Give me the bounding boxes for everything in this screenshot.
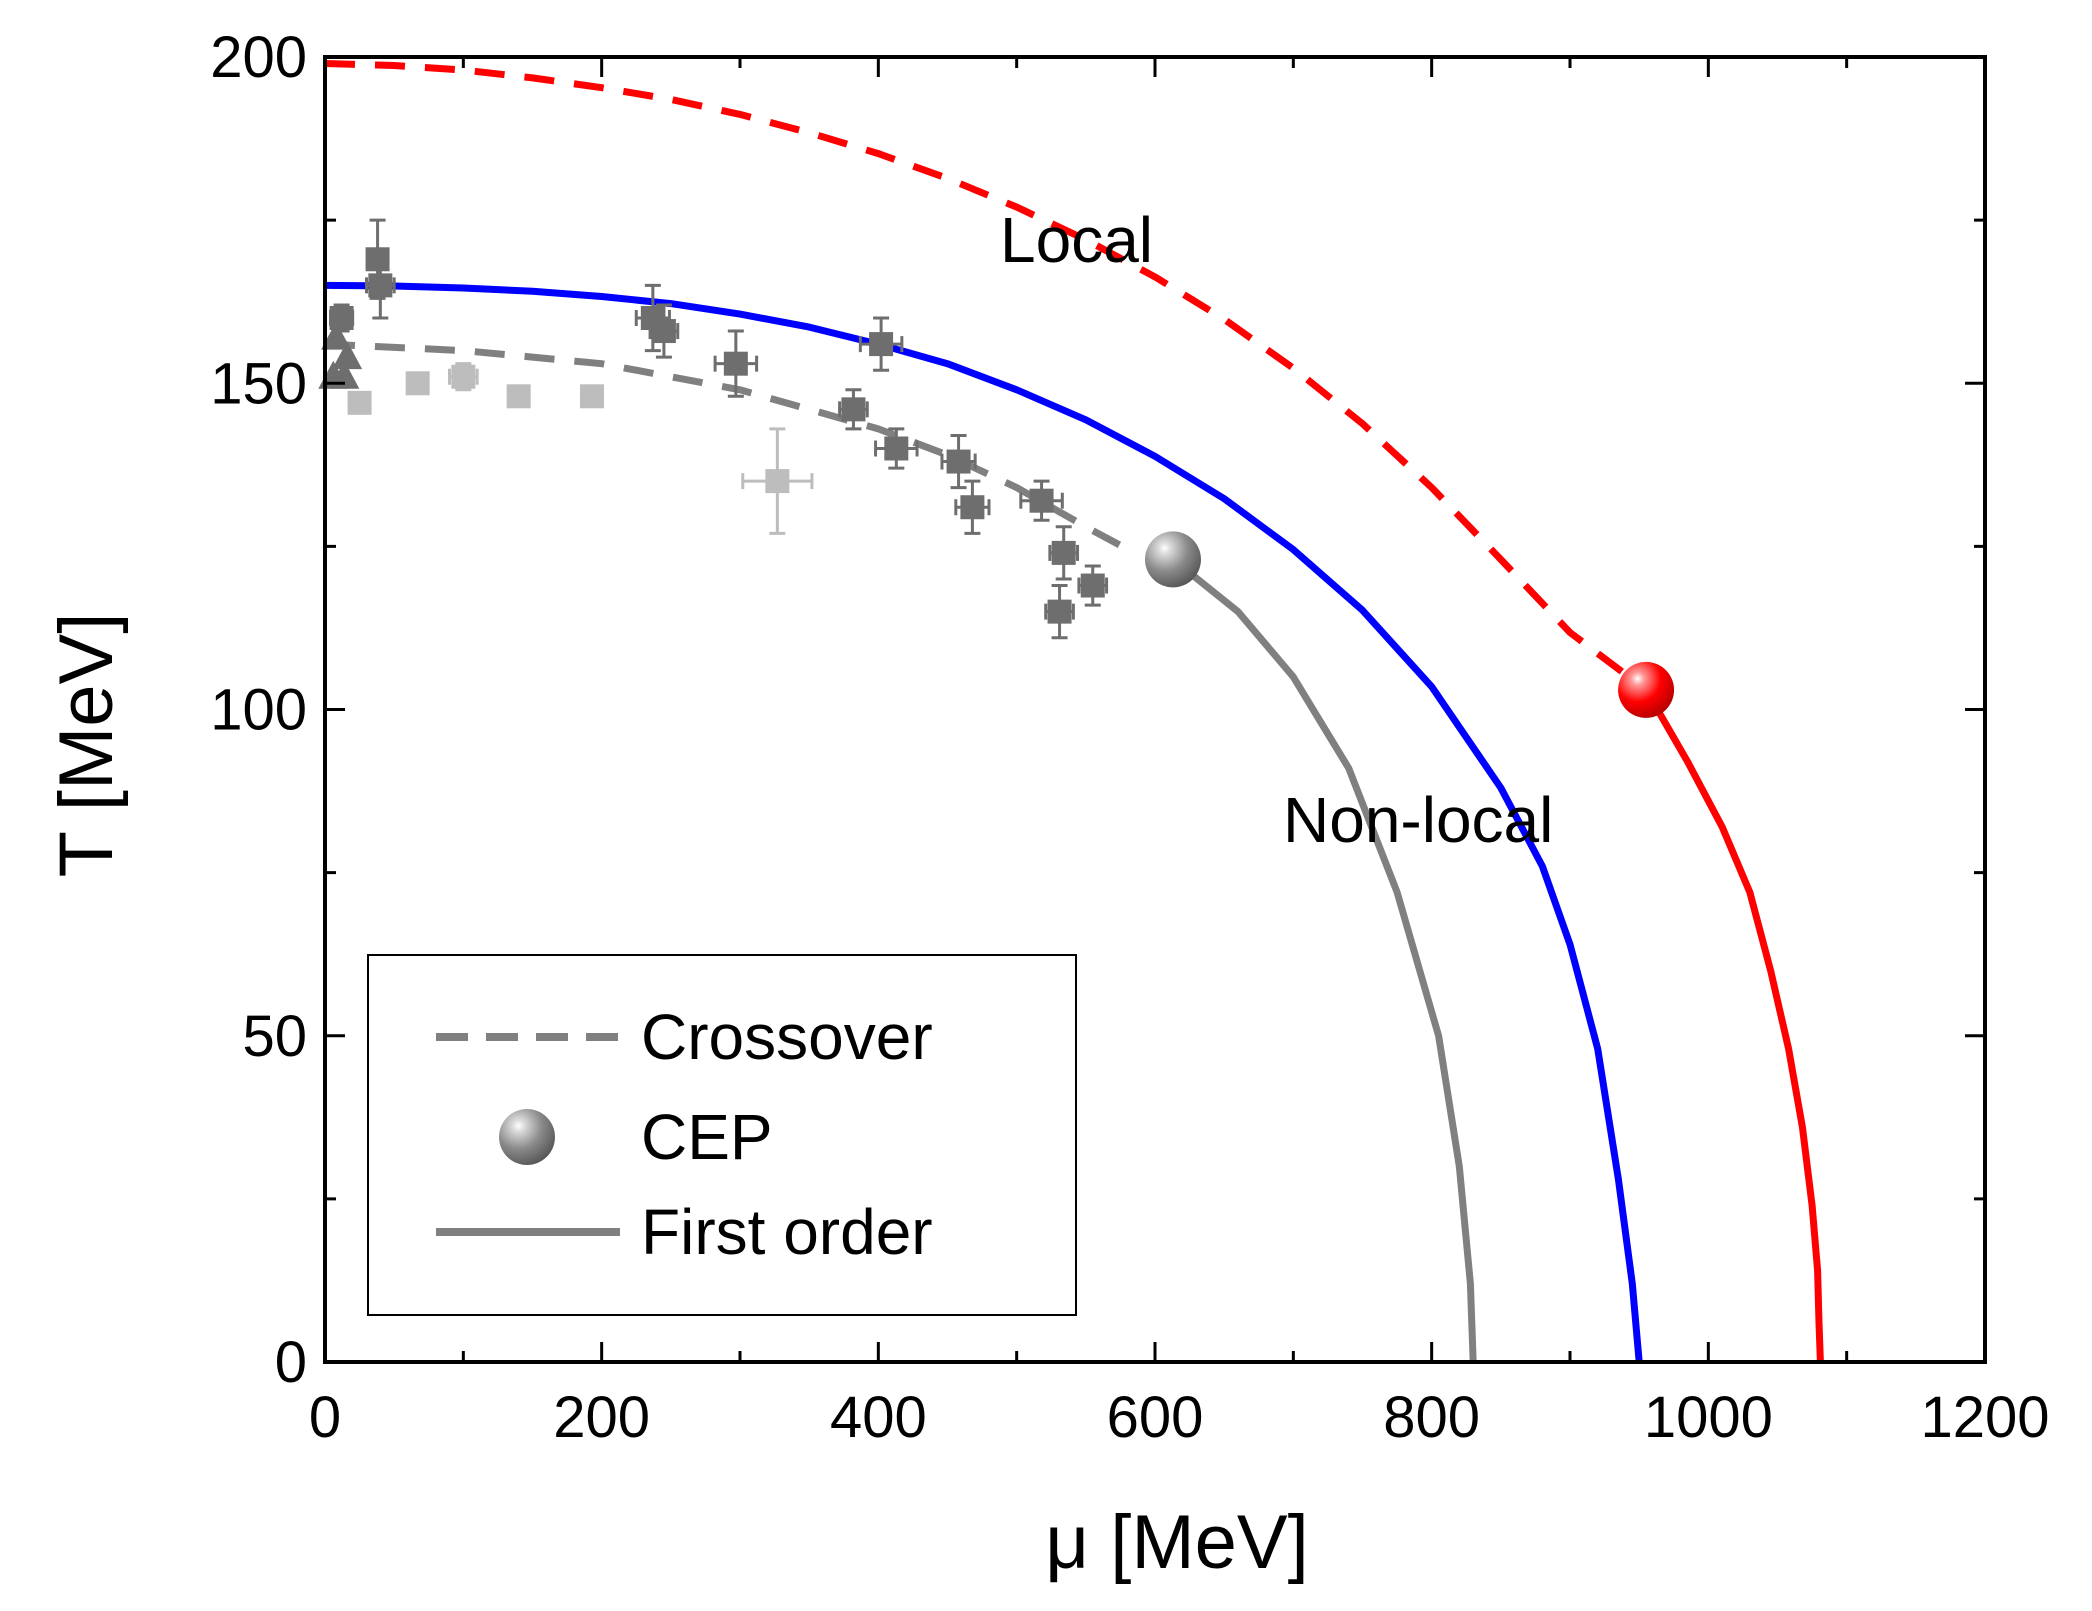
- lattice-point-triangle: [329, 360, 360, 389]
- y-tick-label: 100: [210, 678, 307, 743]
- cep-layer: [1144, 531, 1675, 718]
- data-marker: [1029, 488, 1054, 513]
- legend-sphere-icon: [499, 1109, 555, 1165]
- legend-label-crossover: Crossover: [641, 1001, 933, 1073]
- data-marker: [765, 469, 790, 494]
- series-layer: [324, 60, 1824, 1363]
- data-marker: [451, 364, 476, 389]
- legend-label-first-order: First order: [641, 1196, 933, 1268]
- x-tick-label: 200: [553, 1385, 650, 1450]
- lattice-point-dark: [1077, 564, 1109, 607]
- y-tick-label: 50: [242, 1004, 307, 1069]
- data-marker: [723, 351, 748, 376]
- legend-box: [367, 954, 1077, 1316]
- x-tick-label: 600: [1107, 1385, 1204, 1450]
- series-line-non-local-crossover: [324, 281, 1643, 1363]
- cep-marker-local: [1618, 661, 1675, 718]
- data-marker: [1080, 573, 1105, 598]
- data-marker: [365, 247, 390, 272]
- annotation-local: Local: [1000, 204, 1153, 276]
- x-tick-label: 400: [830, 1385, 927, 1450]
- data-marker: [1051, 540, 1076, 565]
- series-line-reference-first-order: [1170, 556, 1477, 1363]
- lattice-point-light: [405, 371, 430, 396]
- x-tick-label: 1200: [1920, 1385, 2049, 1450]
- x-tick-label: 800: [1383, 1385, 1480, 1450]
- series-line-local-crossover: [324, 60, 1649, 693]
- lattice-point-dark: [1048, 525, 1080, 581]
- legend-label-cep: CEP: [641, 1101, 773, 1173]
- lattice-point-light: [579, 384, 604, 409]
- series-line-local-first-order: [1643, 688, 1824, 1363]
- y-tick-label: 200: [210, 25, 307, 90]
- series-line-reference-crossover: [324, 340, 1136, 556]
- data-marker: [347, 390, 372, 415]
- lattice-point-dark: [858, 316, 904, 372]
- legend-item-first-order: First order: [436, 1196, 933, 1268]
- data-marker: [368, 273, 393, 298]
- data-marker: [329, 306, 354, 330]
- lattice-point-light: [347, 390, 372, 415]
- lattice-point-dark: [954, 479, 991, 535]
- lattice-point-triangle: [332, 341, 363, 370]
- lattice-point-dark: [874, 427, 919, 470]
- lattice-point-dark: [329, 303, 355, 333]
- legend-item-crossover: Crossover: [436, 1001, 933, 1073]
- data-marker: [405, 371, 430, 396]
- lattice-point-dark: [365, 251, 396, 320]
- y-tick-label: 150: [210, 351, 307, 416]
- lattice-point-dark: [648, 303, 680, 359]
- lattice-data-layer: [318, 218, 1109, 640]
- lattice-point-triangle: [321, 321, 352, 350]
- data-marker: [506, 384, 531, 409]
- data-marker: [651, 319, 676, 344]
- lattice-point-light: [506, 384, 531, 409]
- data-marker: [841, 397, 866, 422]
- data-marker: [960, 495, 985, 520]
- legend-item-cep: CEP: [499, 1101, 773, 1173]
- x-tick-label: 1000: [1644, 1385, 1773, 1450]
- annotation-nonlocal: Non-local: [1283, 784, 1553, 856]
- lattice-point-dark: [713, 329, 759, 398]
- data-marker: [1047, 599, 1072, 624]
- y-tick-label: 0: [275, 1330, 307, 1395]
- lattice-point-dark: [838, 388, 869, 431]
- lattice-point-light: [741, 427, 814, 535]
- lattice-point-dark: [1019, 479, 1064, 522]
- data-marker: [946, 449, 971, 474]
- axes-layer: 0 200 400 600 800 1000 1200 0 50 100 150 200: [210, 25, 2049, 1450]
- lattice-point-light: [448, 362, 479, 392]
- x-tick-label: 0: [309, 1385, 341, 1450]
- lattice-point-dark: [940, 433, 977, 490]
- y-axis-label: T [MeV]: [44, 613, 129, 878]
- data-marker: [869, 332, 894, 357]
- lattice-point-dark: [1044, 584, 1075, 640]
- cep-marker-reference: [1144, 531, 1201, 588]
- data-marker: [579, 384, 604, 409]
- x-axis-label: μ [MeV]: [1045, 1500, 1308, 1585]
- data-marker: [884, 436, 909, 461]
- legend: Crossover CEP First order: [367, 954, 1077, 1316]
